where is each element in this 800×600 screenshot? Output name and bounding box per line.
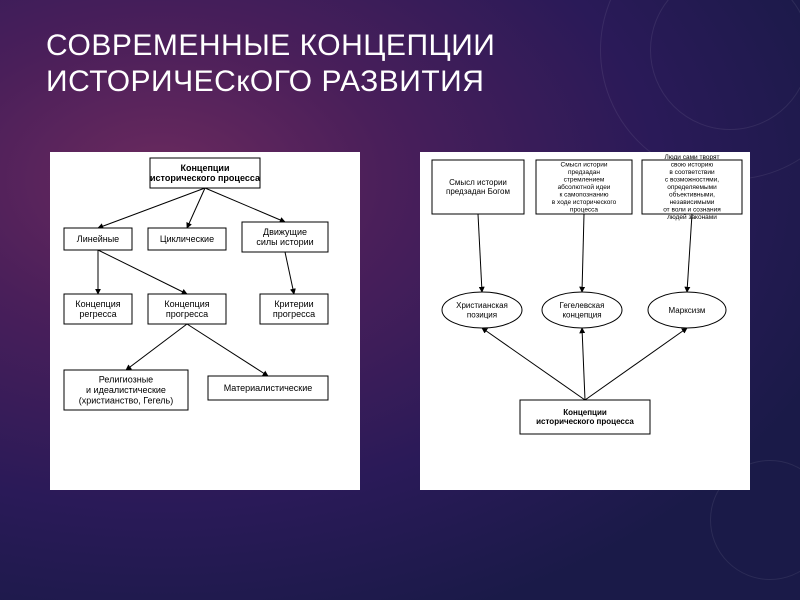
svg-text:Линейные: Линейные: [77, 234, 119, 244]
svg-text:объективными,: объективными,: [669, 191, 715, 199]
svg-text:людей законами: людей законами: [667, 213, 717, 221]
svg-text:Концепция: Концепция: [164, 299, 209, 309]
svg-text:стремлением: стремлением: [564, 177, 605, 184]
svg-text:прогресса: прогресса: [166, 309, 208, 319]
svg-text:Христианская: Христианская: [456, 301, 508, 310]
svg-text:свою историю: свою историю: [671, 162, 714, 169]
svg-text:определяемыми: определяемыми: [667, 184, 717, 191]
svg-text:Циклические: Циклические: [160, 234, 214, 244]
svg-text:независимыми: независимыми: [670, 199, 715, 206]
svg-text:к самопознанию: к самопознанию: [560, 192, 609, 199]
svg-text:с возможностями,: с возможностями,: [665, 177, 719, 184]
svg-text:абсолютной идеи: абсолютной идеи: [558, 183, 611, 191]
svg-text:Концепции: Концепции: [563, 408, 607, 417]
svg-text:исторического процесса: исторического процесса: [150, 173, 261, 183]
svg-text:Гегелевская: Гегелевская: [560, 301, 605, 310]
left-diagram-svg: Концепцииисторического процесса Линейные Ц…: [50, 152, 360, 490]
svg-text:Смысл истории: Смысл истории: [449, 178, 507, 187]
svg-text:силы истории: силы истории: [256, 237, 313, 247]
svg-text:Религиозные: Религиозные: [99, 375, 153, 385]
slide-title: СОВРЕМЕННЫЕ КОНЦЕПЦИИ ИСТОРИЧЕСкОГО РАЗВ…: [46, 28, 495, 100]
svg-text:позиция: позиция: [467, 310, 497, 319]
slide-title-line1: СОВРЕМЕННЫЕ КОНЦЕПЦИИ: [46, 29, 495, 62]
svg-text:Концепции: Концепции: [181, 163, 230, 173]
svg-text:регресса: регресса: [79, 309, 116, 319]
svg-text:Материалистические: Материалистические: [224, 383, 313, 393]
slide-title-line2: ИСТОРИЧЕСкОГО РАЗВИТИЯ: [46, 65, 484, 98]
svg-text:концепция: концепция: [562, 310, 601, 319]
left-diagram-panel: Концепцииисторического процесса Линейные Ц…: [50, 152, 360, 490]
svg-text:(христианство, Гегель): (христианство, Гегель): [79, 395, 173, 405]
svg-text:в соответствии: в соответствии: [669, 169, 715, 176]
right-diagram-svg: Смысл историипредзадан БогомСмысл истори…: [420, 152, 750, 490]
right-diagram-panel: Смысл историипредзадан БогомСмысл истори…: [420, 152, 750, 490]
svg-text:прогресса: прогресса: [273, 309, 315, 319]
svg-text:исторического процесса: исторического процесса: [536, 417, 634, 426]
svg-text:и идеалистические: и идеалистические: [86, 385, 166, 395]
svg-text:Движущие: Движущие: [263, 227, 307, 237]
svg-text:в ходе исторического: в ходе исторического: [552, 199, 617, 206]
svg-text:Смысл истории: Смысл истории: [561, 162, 608, 169]
svg-text:Марксизм: Марксизм: [669, 306, 706, 315]
svg-text:предзадан: предзадан: [568, 169, 600, 176]
svg-text:Концепция: Концепция: [75, 299, 120, 309]
svg-text:от воли и сознания: от воли и сознания: [663, 207, 721, 214]
svg-text:Люди сами творят: Люди сами творят: [664, 154, 719, 161]
svg-text:Критерии: Критерии: [274, 299, 313, 309]
svg-text:процесса: процесса: [570, 207, 599, 214]
svg-text:предзадан Богом: предзадан Богом: [446, 187, 510, 196]
